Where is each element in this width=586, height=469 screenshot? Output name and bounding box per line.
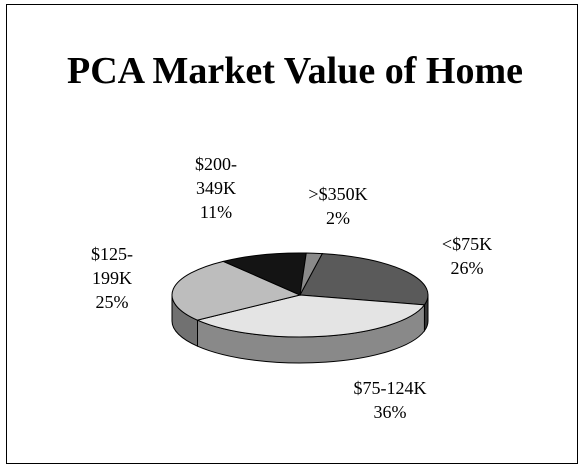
data-label: $125-199K 25% [82,242,142,314]
data-label: $75-124K 36% [335,376,445,424]
slice [171,260,302,321]
slice [195,294,426,338]
value-label: 26% [450,258,484,278]
value-label: 2% [326,208,350,228]
data-label: <$75K 26% [432,232,502,280]
value-label: 25% [95,292,129,312]
chart-title: PCA Market Value of Home [67,50,523,92]
category-label: >$350K [308,184,368,204]
data-label: $200-349K 11% [186,152,246,224]
frame [6,4,578,464]
category-label: $75-124K [353,378,427,398]
category-label: $125-199K [91,244,133,288]
value-label: 11% [199,202,233,222]
value-label: 36% [373,402,407,422]
slice [221,252,307,296]
category-label: $200-349K [195,154,237,198]
slice [299,252,324,296]
category-label: <$75K [441,234,493,254]
slice [299,253,429,306]
data-label: >$350K 2% [298,182,378,230]
